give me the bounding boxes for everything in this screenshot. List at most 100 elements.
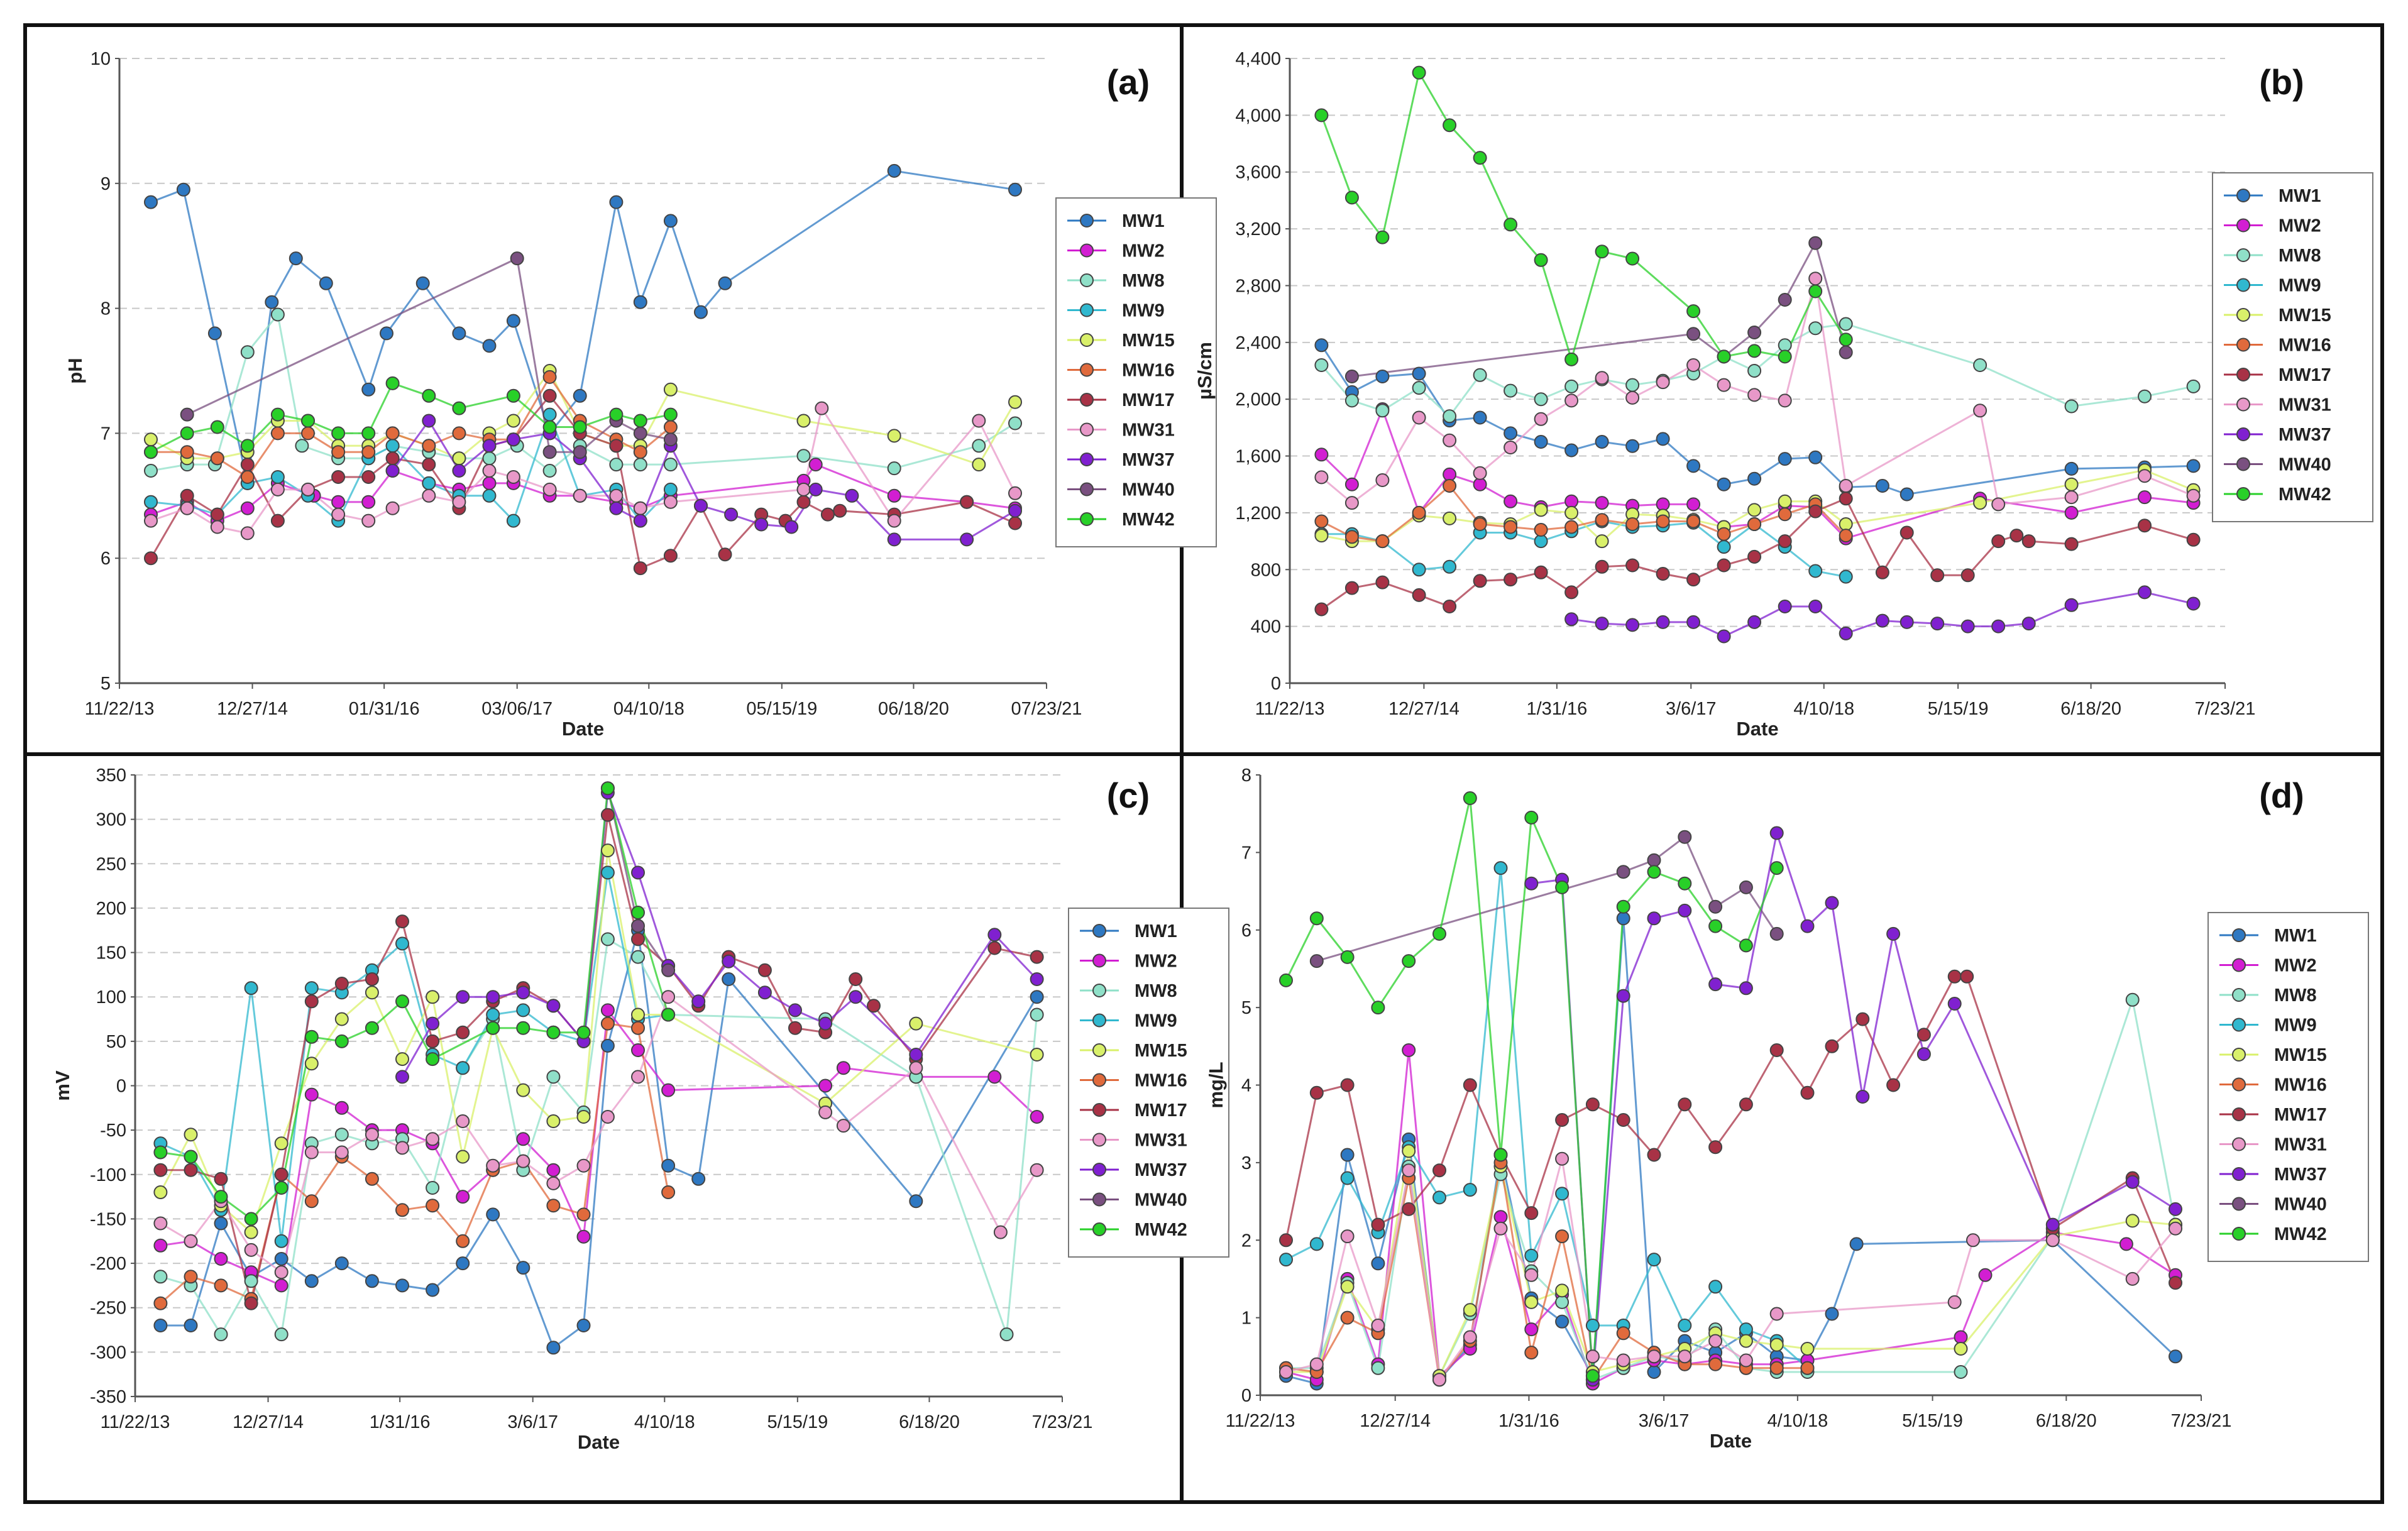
data-point-mw1 xyxy=(506,314,520,328)
data-point-mw8 xyxy=(1808,321,1823,336)
data-point-mw9 xyxy=(1279,1253,1293,1267)
data-point-mw16 xyxy=(331,445,346,459)
data-point-mw37 xyxy=(818,1016,833,1031)
data-point-mw16 xyxy=(365,1172,379,1186)
data-point-mw2 xyxy=(1493,1210,1508,1224)
data-point-mw17 xyxy=(153,1163,168,1177)
data-point-mw17 xyxy=(365,972,379,986)
data-point-mw42 xyxy=(365,1021,379,1035)
data-point-mw37 xyxy=(722,954,736,969)
data-point-mw2 xyxy=(2064,505,2079,520)
data-point-mw2 xyxy=(1314,447,1329,462)
data-point-mw31 xyxy=(482,464,497,478)
data-point-mw31 xyxy=(661,990,676,1004)
data-point-mw31 xyxy=(1473,466,1487,480)
y-tick-label: 150 xyxy=(96,943,126,963)
data-point-mw42 xyxy=(422,388,436,403)
data-point-mw1 xyxy=(426,1283,440,1297)
data-point-mw8 xyxy=(274,1327,289,1342)
data-point-mw17 xyxy=(1800,1085,1815,1100)
data-point-mw31 xyxy=(1432,1373,1446,1387)
legend-label-mw40: MW40 xyxy=(1122,480,1175,500)
legend-label-mw31: MW31 xyxy=(2274,1135,2327,1155)
data-point-mw42 xyxy=(1686,304,1701,319)
data-point-mw2 xyxy=(516,1132,531,1146)
data-point-mw31 xyxy=(633,501,647,515)
data-point-mw42 xyxy=(516,1021,531,1035)
data-point-mw37 xyxy=(1616,989,1630,1003)
data-point-mw37 xyxy=(1855,1090,1870,1104)
data-point-mw17 xyxy=(1899,525,1914,540)
data-point-mw37 xyxy=(1030,972,1044,986)
legend: MW1 MW2 MW8 MW9 MW15 MW16 MW17 MW31 MW37 MW40 MW42 xyxy=(2207,912,2369,1262)
data-point-mw8 xyxy=(2186,379,2201,393)
data-point-mw15 xyxy=(1564,505,1579,520)
data-point-mw42 xyxy=(663,407,678,422)
data-point-mw17 xyxy=(270,513,285,528)
x-tick-label: 11/22/13 xyxy=(101,1412,170,1432)
data-point-mw42 xyxy=(1739,938,1753,953)
y-tick-label: 350 xyxy=(96,766,126,786)
data-point-mw40 xyxy=(1747,326,1762,339)
data-point-mw40 xyxy=(510,251,524,266)
data-point-mw31 xyxy=(1991,497,2006,512)
series-line-mw17 xyxy=(150,394,1016,570)
data-point-mw9 xyxy=(600,865,615,880)
legend-label-mw15: MW15 xyxy=(1135,1041,1187,1061)
data-point-mw2 xyxy=(1564,494,1579,508)
data-point-mw17 xyxy=(1443,600,1457,613)
x-tick-label: 12/27/14 xyxy=(217,699,288,719)
data-point-mw31 xyxy=(1739,1353,1753,1368)
data-point-mw31 xyxy=(2045,1233,2060,1248)
x-tick-label: 07/23/21 xyxy=(1011,699,1082,719)
y-tick-label: 10 xyxy=(91,49,111,69)
data-point-mw16 xyxy=(1524,1346,1539,1360)
data-point-mw31 xyxy=(144,513,158,528)
data-point-mw37 xyxy=(486,990,500,1004)
data-point-mw1 xyxy=(274,1252,289,1266)
data-point-mw42 xyxy=(1534,253,1548,267)
data-point-mw17 xyxy=(1916,1028,1931,1042)
data-point-mw2 xyxy=(240,501,255,515)
data-point-mw17 xyxy=(2064,537,2079,551)
data-point-mw8 xyxy=(633,458,647,472)
x-tick-label: 05/15/19 xyxy=(746,699,817,719)
data-point-mw1 xyxy=(1656,432,1670,446)
legend-marker-mw9 xyxy=(1080,303,1094,317)
y-tick-label: -350 xyxy=(90,1387,126,1407)
data-point-mw1 xyxy=(516,1261,531,1275)
data-point-mw15 xyxy=(1534,503,1548,517)
y-tick-label: 100 xyxy=(96,987,126,1007)
data-point-mw16 xyxy=(1344,530,1359,544)
data-point-mw16 xyxy=(1708,1357,1723,1371)
y-tick-label: 400 xyxy=(1251,617,1281,637)
data-point-mw15 xyxy=(576,1110,591,1124)
x-tick-label: 1/31/16 xyxy=(1526,699,1587,719)
data-point-mw8 xyxy=(1778,338,1792,353)
data-point-mw9 xyxy=(663,482,678,497)
data-point-mw42 xyxy=(506,388,520,403)
data-point-mw37 xyxy=(1825,896,1839,910)
data-point-mw16 xyxy=(1839,529,1853,543)
data-point-mw17 xyxy=(1855,1012,1870,1026)
data-point-mw17 xyxy=(1534,565,1548,579)
y-tick-label: 50 xyxy=(106,1032,126,1052)
data-point-mw42 xyxy=(1402,954,1416,969)
data-point-mw1 xyxy=(1564,443,1579,458)
legend-label-mw37: MW37 xyxy=(1135,1160,1187,1180)
data-point-mw9 xyxy=(1708,1280,1723,1294)
data-point-mw42 xyxy=(452,401,466,415)
data-point-mw31 xyxy=(887,513,901,528)
data-point-mw31 xyxy=(972,414,986,428)
legend-marker-mw17 xyxy=(1080,393,1094,407)
data-point-mw16 xyxy=(542,370,557,384)
data-point-mw16 xyxy=(1595,513,1609,527)
data-point-mw17 xyxy=(1839,491,1853,506)
data-point-mw40 xyxy=(180,407,194,422)
data-point-mw9 xyxy=(1524,1248,1539,1263)
x-tick-label: 7/23/21 xyxy=(2195,699,2256,719)
data-point-mw31 xyxy=(1344,496,1359,510)
data-point-mw42 xyxy=(1493,1148,1508,1162)
data-point-mw40 xyxy=(1808,236,1823,250)
data-point-mw1 xyxy=(1375,370,1390,383)
